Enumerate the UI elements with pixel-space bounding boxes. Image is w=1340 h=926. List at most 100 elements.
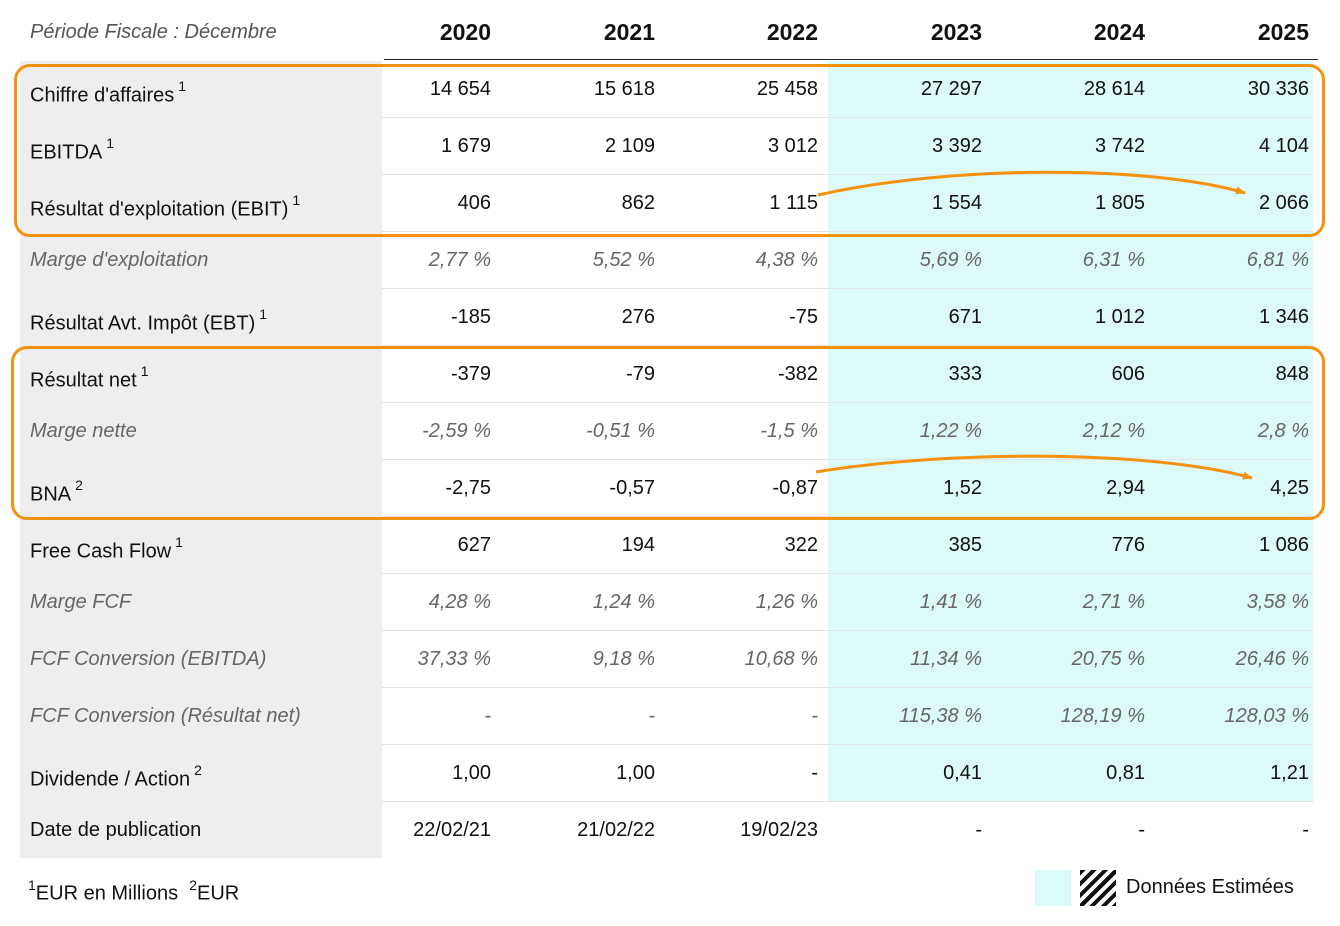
row-separator [382,288,1313,289]
row-label-text: Chiffre d'affaires [30,84,175,107]
cell-2023: 1,22 % [919,420,982,442]
cell-2023: 3 392 [931,135,982,157]
cell-2023: 1,41 % [919,591,982,613]
cell-2023: 1 554 [931,192,982,214]
cell-2024: 6,31 % [1082,249,1145,271]
footnote: 1EUR en Millions 2EUR [28,872,239,905]
row-label-text: BNA [30,483,72,506]
row-separator [382,573,1313,574]
cell-2022: 10,68 % [744,648,818,670]
cell-2023: - [975,819,982,841]
cell-2025: 1,21 [1270,762,1309,784]
cell-2020: 1,00 [452,762,491,784]
row-label: Free Cash Flow 1 [30,517,183,574]
header-underline [384,59,1318,60]
cell-2025: - [1302,819,1309,841]
row-note-marker: 1 [259,306,268,322]
cell-2024: 2,12 % [1082,420,1145,442]
table-row: Résultat net 1 -379 -79 -382 333 606 848 [0,346,1340,403]
legend-estimated-swatch [1035,870,1071,906]
cell-2020: 406 [457,192,491,214]
table-row: FCF Conversion (EBITDA) 37,33 % 9,18 % 10,6… [0,631,1340,688]
cell-2024: 1 805 [1094,192,1145,214]
cell-2021: -0,57 [609,477,655,499]
cell-2020: 22/02/21 [413,819,491,841]
cell-2020: -185 [450,306,491,328]
cell-2021: 15 618 [593,78,655,100]
highlight-box-net [11,346,1325,520]
cell-2022: 1 115 [769,192,818,214]
cell-2020: 2,77 % [428,249,491,271]
cell-2023: 385 [948,534,982,556]
legend-hatched-swatch [1080,870,1116,906]
highlight-box-operating [14,64,1325,237]
row-label: BNA 2 [30,460,83,517]
cell-2025: 1 346 [1258,306,1309,328]
cell-2022: -1,5 % [760,420,818,442]
row-label-text: Date de publication [30,819,202,841]
row-note-marker: 2 [75,477,83,493]
row-note-marker: 1 [175,534,183,550]
cell-2025: 2 066 [1258,192,1309,214]
cell-2020: -2,75 [445,477,491,499]
cell-2025: 26,46 % [1235,648,1309,670]
cell-2025: 3,58 % [1246,591,1309,613]
cell-2025: 30 336 [1247,78,1309,100]
table-row: Chiffre d'affaires 1 14 654 15 618 25 458 27 … [0,61,1340,118]
row-note-marker: 1 [140,363,149,379]
row-label: Marge FCF [30,574,131,631]
cell-2021: 1,00 [616,762,655,784]
row-label-text: Free Cash Flow [30,540,172,563]
cell-2022: 25 458 [756,78,818,100]
row-label-text: Résultat Avt. Impôt (EBT) [30,312,256,335]
table-row: Marge nette -2,59 % -0,51 % -1,5 % 1,22 % 2,1… [0,403,1340,460]
year-header-2024: 2024 [1093,19,1145,45]
cell-2020: 627 [457,534,491,556]
row-separator [382,744,1313,745]
cell-2024: 128,19 % [1060,705,1145,727]
row-label-text: FCF Conversion (EBITDA) [30,648,267,670]
cell-2021: 5,52 % [592,249,655,271]
year-header-2025: 2025 [1257,19,1309,45]
cell-2021: 21/02/22 [577,819,655,841]
cell-2020: 37,33 % [417,648,491,670]
cell-2022: -0,87 [772,477,818,499]
cell-2024: 1 012 [1094,306,1145,328]
table-row: Dividende / Action 2 1,00 1,00 - 0,41 0,81 1,21 [0,745,1340,802]
cell-2025: 4 104 [1258,135,1309,157]
row-label: Marge d'exploitation [30,232,208,289]
table-row: Résultat d'exploitation (EBIT) 1 406 862 1 1… [0,175,1340,232]
cell-2022: - [811,762,818,784]
cell-2023: 27 297 [920,78,982,100]
table-row: FCF Conversion (Résultat net) - - - 115,38 %… [0,688,1340,745]
cell-2024: 20,75 % [1071,648,1145,670]
table-row: Marge d'exploitation 2,77 % 5,52 % 4,38 % 5,… [0,232,1340,289]
cell-2024: 0,81 [1106,762,1145,784]
cell-2024: 776 [1111,534,1145,556]
cell-2022: - [811,705,818,727]
row-label-text: Marge nette [30,420,137,442]
row-label-text: Résultat net [30,369,137,392]
table-row: Marge FCF 4,28 % 1,24 % 1,26 % 1,41 % 2,71 % 3… [0,574,1340,631]
row-label-text: Dividende / Action [30,768,191,791]
cell-2020: 14 654 [429,78,491,100]
cell-2023: 671 [948,306,982,328]
row-note-marker: 1 [292,192,301,208]
cell-2024: 606 [1111,363,1145,385]
legend-label: Données Estimées [1126,876,1294,898]
cell-2021: - [648,705,655,727]
row-label: FCF Conversion (EBITDA) [30,631,266,688]
table-row: Free Cash Flow 1 627 194 322 385 776 1 086 [0,517,1340,574]
cell-2022: 3 012 [767,135,818,157]
cell-2023: 11,34 % [910,648,982,670]
table-row: Résultat Avt. Impôt (EBT) 1 -185 276 -75 671 1… [0,289,1340,346]
cell-2021: 1,24 % [592,591,655,613]
row-label-text: EBITDA [30,141,103,164]
row-label: Résultat d'exploitation (EBIT) 1 [30,175,300,232]
cell-2021: 2 109 [604,135,655,157]
cell-2025: 1 086 [1258,534,1309,556]
row-note-marker: 1 [106,135,115,151]
cell-2023: 333 [948,363,982,385]
row-label: Dividende / Action 2 [30,745,202,802]
